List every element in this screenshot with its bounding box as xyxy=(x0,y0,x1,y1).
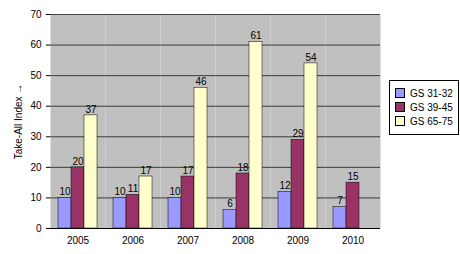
html-text:GS 39-45: GS 39-45 xyxy=(410,101,453,113)
svg-text:54: 54 xyxy=(305,52,317,63)
svg-text:6: 6 xyxy=(227,198,233,209)
html-text:GS 31-32: GS 31-32 xyxy=(410,87,453,99)
svg-text:0: 0 xyxy=(36,223,42,234)
svg-text:40: 40 xyxy=(30,100,42,111)
svg-text:Take-All Index →: Take-All Index → xyxy=(13,84,24,160)
svg-text:11: 11 xyxy=(128,183,139,194)
html-text:GS 65-75: GS 65-75 xyxy=(410,115,453,127)
svg-text:29: 29 xyxy=(292,128,304,139)
svg-text:37: 37 xyxy=(85,104,97,115)
svg-text:30: 30 xyxy=(30,131,42,142)
svg-text:70: 70 xyxy=(30,9,42,20)
svg-text:10: 10 xyxy=(114,186,126,197)
svg-text:50: 50 xyxy=(30,70,42,81)
svg-text:15: 15 xyxy=(347,171,359,182)
svg-text:2010: 2010 xyxy=(342,235,365,246)
svg-text:2006: 2006 xyxy=(122,235,145,246)
svg-text:17: 17 xyxy=(140,165,152,176)
svg-text:2009: 2009 xyxy=(287,235,310,246)
svg-text:2008: 2008 xyxy=(232,235,255,246)
svg-text:10: 10 xyxy=(59,186,71,197)
svg-text:60: 60 xyxy=(30,39,42,50)
svg-text:18: 18 xyxy=(237,162,249,173)
svg-text:10: 10 xyxy=(169,186,181,197)
svg-text:17: 17 xyxy=(182,165,194,176)
svg-text:12: 12 xyxy=(279,180,291,191)
svg-text:46: 46 xyxy=(195,76,207,87)
svg-text:10: 10 xyxy=(30,192,42,203)
svg-text:2007: 2007 xyxy=(177,235,200,246)
svg-text:20: 20 xyxy=(30,162,42,173)
svg-text:7: 7 xyxy=(337,195,343,206)
svg-text:20: 20 xyxy=(72,156,84,167)
svg-text:2005: 2005 xyxy=(67,235,90,246)
svg-text:61: 61 xyxy=(250,30,262,41)
